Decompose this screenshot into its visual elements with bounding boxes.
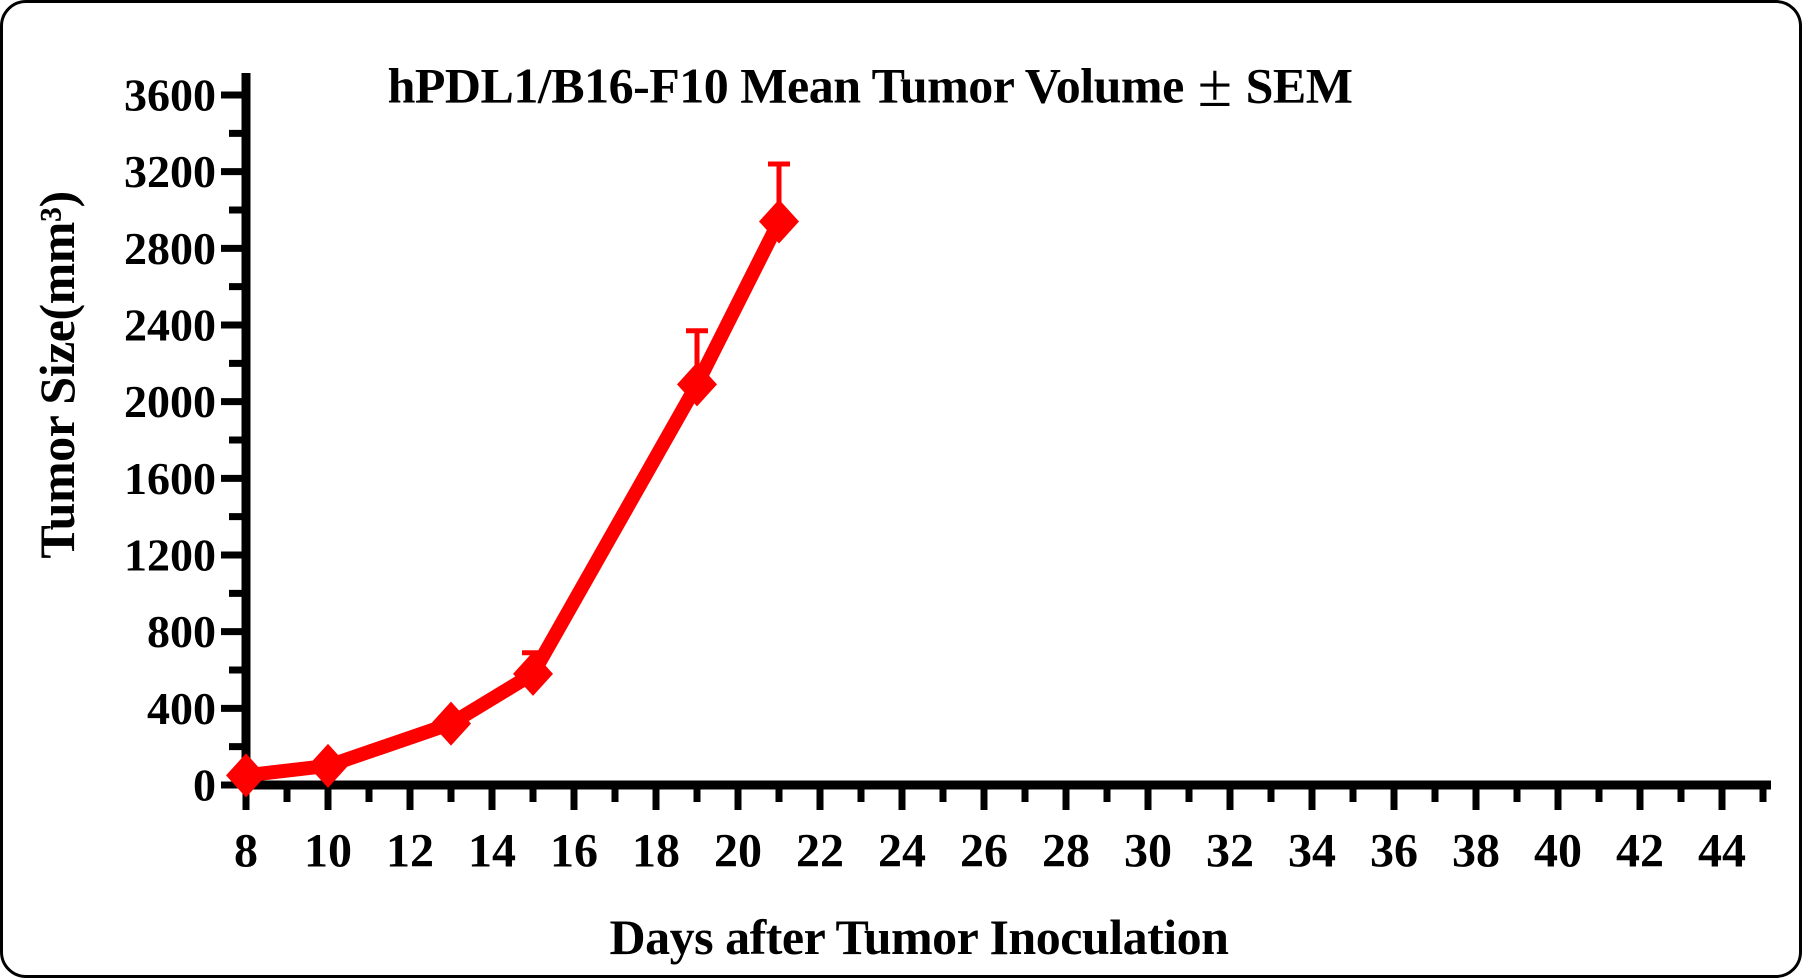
- x-tick-label: 34: [1288, 825, 1336, 878]
- y-tick-label: 2000: [124, 376, 216, 427]
- x-tick-label: 38: [1452, 825, 1500, 878]
- x-tick-label: 36: [1370, 825, 1418, 878]
- y-axis-title: Tumor Size(mm³): [29, 191, 85, 559]
- x-tick-label: 22: [796, 825, 844, 878]
- data-point-marker: [759, 199, 799, 244]
- y-tick-label: 3200: [124, 146, 216, 197]
- y-tick-label: 1200: [124, 530, 216, 581]
- x-tick-label: 30: [1124, 825, 1172, 878]
- x-tick-label: 26: [960, 825, 1008, 878]
- x-axis-title: Days after Tumor Inoculation: [609, 909, 1229, 965]
- x-tick-label: 42: [1616, 825, 1664, 878]
- x-tick-label: 28: [1042, 825, 1090, 878]
- data-point-marker: [226, 753, 266, 798]
- y-tick-label: 2800: [124, 223, 216, 274]
- y-tick-label: 2400: [124, 300, 216, 351]
- data-point-marker: [513, 651, 553, 696]
- x-tick-label: 44: [1698, 825, 1746, 878]
- x-tick-label: 18: [632, 825, 680, 878]
- y-tick-label: 800: [147, 606, 216, 657]
- x-tick-label: 10: [304, 825, 352, 878]
- plus-minus-symbol: ±: [1197, 50, 1232, 120]
- x-tick-label: 32: [1206, 825, 1254, 878]
- data-point-marker: [431, 701, 471, 746]
- x-tick-label: 14: [468, 825, 516, 878]
- series-line: [239, 214, 786, 783]
- x-tick-label: 8: [234, 825, 258, 878]
- data-point-marker: [308, 743, 348, 788]
- data-point-marker: [677, 362, 717, 407]
- chart-title: hPDL1/B16-F10 Mean Tumor Volume ± SEM: [388, 49, 1353, 122]
- y-tick-label: 3600: [124, 70, 216, 121]
- plot-area: 8 10 12 14 16 18 20 22 24 26 28 30 32 34 36 38 40 42 44 0 40…: [124, 70, 1771, 878]
- x-tick-label: 24: [878, 825, 926, 878]
- y-tick-label: 0: [193, 760, 216, 811]
- x-tick-label: 40: [1534, 825, 1582, 878]
- x-tick-label: 20: [714, 825, 762, 878]
- y-tick-label: 400: [147, 683, 216, 734]
- y-tick-label: 1600: [124, 453, 216, 504]
- x-tick-label: 12: [386, 825, 434, 878]
- chart-title-text-before: hPDL1/B16-F10 Mean Tumor Volume: [387, 57, 1196, 114]
- x-tick-label: 16: [550, 825, 598, 878]
- chart-title-text-after: SEM: [1233, 57, 1353, 114]
